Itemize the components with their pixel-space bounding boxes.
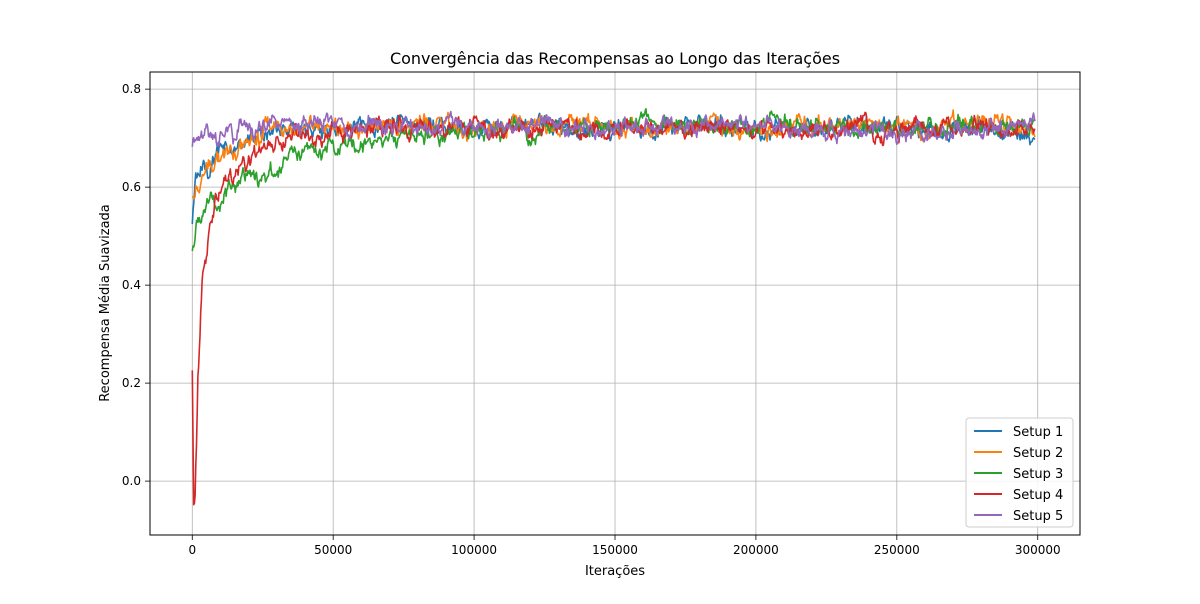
- legend-label-4: Setup 4: [1013, 488, 1063, 503]
- y-tick-label: 0.8: [122, 82, 141, 96]
- x-tick-label: 150000: [592, 543, 638, 557]
- y-tick-label: 0.0: [122, 474, 141, 488]
- legend-label-3: Setup 3: [1013, 467, 1063, 482]
- x-tick-label: 300000: [1015, 543, 1061, 557]
- legend-label-1: Setup 1: [1013, 425, 1063, 440]
- legend: Setup 1 Setup 2 Setup 3 Setup 4 Setup 5: [965, 417, 1074, 528]
- x-tick-label: 100000: [451, 543, 497, 557]
- chart-title: Convergência das Recompensas ao Longo da…: [390, 49, 840, 68]
- y-tick-label: 0.6: [122, 180, 141, 194]
- x-tick-label: 200000: [733, 543, 779, 557]
- legend-label-5: Setup 5: [1013, 509, 1063, 524]
- series-line-5: [191, 110, 1036, 147]
- y-tick-label: 0.2: [122, 376, 141, 390]
- y-axis-label: Recompensa Média Suavizada: [98, 204, 113, 402]
- legend-label-2: Setup 2: [1013, 446, 1063, 461]
- grid-lines: [150, 72, 1080, 535]
- series-lines: [191, 108, 1036, 506]
- x-tick-label: 50000: [314, 543, 352, 557]
- legend-box: [965, 417, 1074, 528]
- x-tick-label: 0: [188, 543, 196, 557]
- x-axis-label: Iterações: [585, 564, 645, 579]
- axis-ticks: 0 50000 100000 150000 200000 250000 300000 0.0 0…: [122, 82, 1061, 557]
- x-tick-label: 250000: [874, 543, 920, 557]
- y-tick-label: 0.4: [122, 278, 141, 292]
